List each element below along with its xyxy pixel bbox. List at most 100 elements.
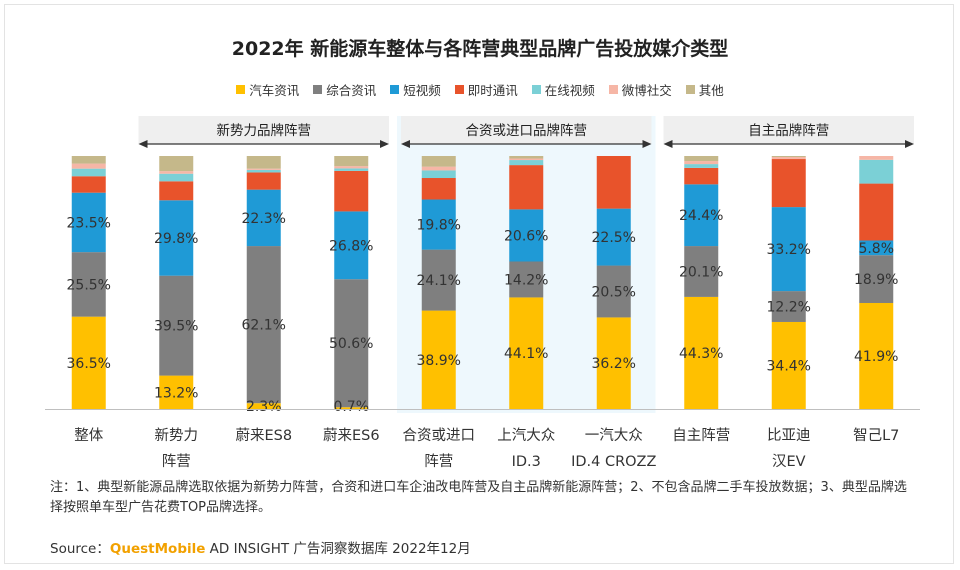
- data-label: 50.6%: [329, 336, 373, 352]
- bar-segment: [684, 184, 719, 247]
- bar-segment: [159, 275, 194, 376]
- bar-segment: [509, 209, 544, 262]
- group-header-label: 自主品牌阵营: [748, 122, 829, 139]
- source-line: Source：QuestMobile AD INSIGHT 广告洞察数据库 20…: [50, 537, 471, 557]
- bar-segment: [421, 166, 456, 171]
- bar-segment: [159, 173, 194, 182]
- category-label: 新势力: [155, 427, 199, 444]
- source-brand: QuestMobile: [109, 541, 206, 557]
- category-label: 一汽大众: [585, 427, 643, 444]
- bar-segment: [159, 171, 194, 174]
- bar-segment: [159, 181, 194, 201]
- category-label: 阵营: [162, 453, 191, 470]
- legend-item: 短视频: [390, 80, 441, 99]
- group-header-arrow-right: [905, 140, 914, 148]
- legend-label: 即时通讯: [467, 83, 518, 98]
- bar-segment: [771, 207, 806, 292]
- chart-frame: [4, 4, 954, 564]
- data-label: 39.5%: [154, 319, 198, 335]
- legend-swatch: [685, 85, 695, 94]
- data-label: 33.2%: [767, 242, 811, 258]
- data-label: 38.9%: [417, 353, 461, 369]
- bar-segment: [334, 407, 369, 409]
- bar-segment: [684, 167, 719, 185]
- bar-segment: [159, 375, 194, 409]
- group-header-arrow-left: [401, 140, 410, 148]
- bar-segment: [771, 156, 806, 158]
- data-label: 23.5%: [67, 215, 111, 231]
- data-label: 24.4%: [679, 208, 723, 224]
- data-label: 20.6%: [504, 228, 548, 244]
- data-label: 25.5%: [67, 277, 111, 293]
- bar-segment: [509, 156, 544, 159]
- bar-segment: [684, 296, 719, 409]
- chart-title: 2022年 新能源车整体与各阵营典型品牌广告投放媒介类型: [231, 38, 729, 60]
- data-label: 20.1%: [679, 264, 723, 280]
- bar-segment: [334, 168, 369, 171]
- category-label: 上汽大众: [497, 427, 555, 444]
- category-label: 蔚来ES8: [235, 427, 292, 444]
- bar-segment: [684, 164, 719, 168]
- data-label: 22.5%: [592, 230, 636, 246]
- bar-segment: [421, 170, 456, 179]
- category-label: ID.4 CROZZ: [571, 454, 656, 470]
- legend-item: 其他: [685, 80, 724, 99]
- bar-segment: [71, 163, 106, 169]
- group-header-bg: [401, 116, 652, 144]
- bar-segment: [334, 279, 369, 408]
- group-header-arrow-right: [642, 140, 652, 148]
- data-label: 12.2%: [767, 300, 811, 316]
- group-header-label: 新势力品牌阵营: [217, 122, 312, 139]
- legend-item: 在线视频: [531, 80, 595, 99]
- source-suffix: AD INSIGHT 广告洞察数据库 2022年12月: [205, 541, 471, 557]
- chart-plot: 新势力品牌阵营 合资或进口品牌阵营 自主品牌阵营 36.5% 25.5% 23.5% 13.…: [45, 116, 920, 470]
- bar-segment: [771, 157, 806, 160]
- legend-swatch: [531, 85, 541, 94]
- bar-segment: [421, 199, 456, 250]
- group-header-bg: [138, 116, 389, 144]
- category-label: 自主阵营: [672, 427, 730, 444]
- bar-segment: [859, 240, 894, 256]
- group-header-arrow-left: [138, 140, 148, 148]
- bar-segment: [509, 165, 544, 210]
- bar-segment: [334, 156, 369, 167]
- data-label: 0.7%: [333, 399, 369, 415]
- footnote: 注：1、典型新能源品牌选取依据为新势力阵营，合资和进口车企油改电阵营及自主品牌新…: [50, 480, 907, 515]
- bar-segment: [334, 211, 369, 280]
- legend-item: 微博社交: [608, 80, 672, 99]
- bar-segment: [509, 160, 544, 166]
- data-label: 62.1%: [242, 318, 286, 334]
- bar-segment: [159, 200, 194, 276]
- bar-segment: [421, 310, 456, 409]
- bar-segment: [859, 156, 894, 160]
- legend-label: 在线视频: [544, 83, 595, 98]
- category-label: ID.3: [512, 454, 541, 470]
- bar-segment: [71, 156, 106, 164]
- bar-segment: [859, 302, 894, 409]
- bar-segment: [71, 316, 106, 409]
- data-label: 18.9%: [854, 272, 898, 288]
- legend-swatch: [236, 85, 246, 94]
- data-label: 24.1%: [417, 273, 461, 289]
- data-label: 36.5%: [67, 356, 111, 372]
- bar-segment: [71, 192, 106, 253]
- legend-label: 微博社交: [621, 83, 672, 98]
- category-label: 合资或进口: [403, 427, 476, 444]
- bar-segment: [596, 317, 631, 409]
- legend-label: 短视频: [403, 83, 441, 98]
- bar-segment: [246, 403, 281, 409]
- bar-segment: [71, 176, 106, 193]
- data-label: 13.2%: [154, 385, 198, 401]
- bar-segment: [334, 166, 369, 169]
- category-label: 智己L7: [853, 427, 899, 444]
- bar-segment: [246, 172, 281, 190]
- category-label: 整体: [74, 427, 103, 444]
- bar-segment: [859, 255, 894, 303]
- data-label: 22.3%: [242, 211, 286, 227]
- data-label: 41.9%: [854, 349, 898, 365]
- data-label: 19.8%: [417, 218, 461, 234]
- group-header-arrow-left: [663, 140, 673, 148]
- bar-segment: [246, 168, 281, 170]
- bar-segment: [421, 178, 456, 200]
- data-label: 14.2%: [504, 272, 548, 288]
